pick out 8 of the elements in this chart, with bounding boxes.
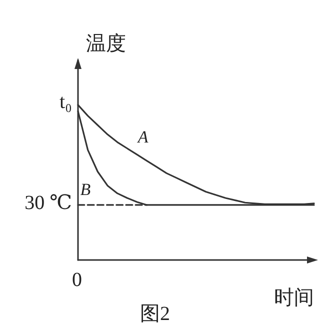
series-label: A (136, 128, 149, 147)
text: 0 (72, 269, 82, 291)
x-axis-title: 时间 (274, 287, 314, 309)
text: 30 ℃ (24, 192, 72, 214)
text: 图2 (140, 303, 170, 325)
text: t₀ (59, 91, 72, 113)
y-axis-title: 温度 (86, 33, 126, 55)
series-label: B (80, 180, 92, 200)
